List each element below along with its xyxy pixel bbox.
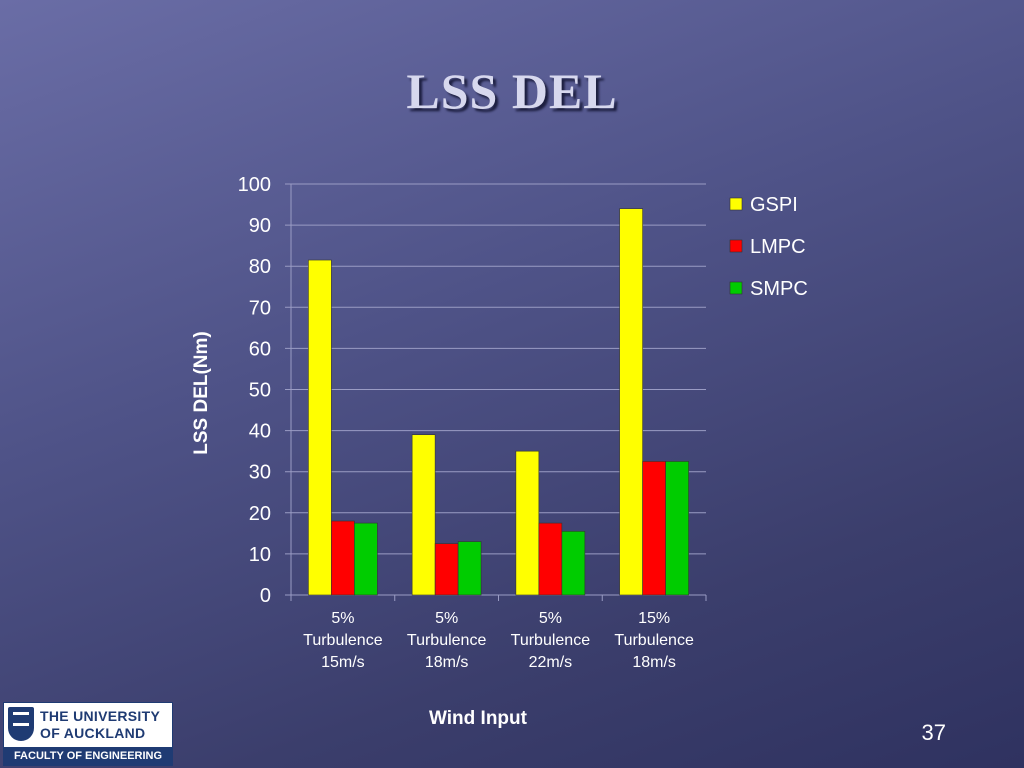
logo-faculty: FACULTY OF ENGINEERING xyxy=(4,747,172,765)
y-tick-label: 0 xyxy=(260,585,271,607)
bar-smpc xyxy=(354,522,378,596)
y-tick-label: 30 xyxy=(249,462,271,484)
bar-lmpc xyxy=(538,522,563,596)
bar-lmpc xyxy=(331,520,355,596)
x-category-label: 5% Turbulence 15m/s xyxy=(303,610,383,671)
bar-smpc xyxy=(457,541,482,596)
bar-gspi xyxy=(308,259,332,596)
slide-number: 37 xyxy=(921,720,946,745)
bar-gspi xyxy=(619,208,643,596)
y-tick-label: 80 xyxy=(249,256,271,278)
university-logo: THE UNIVERSITY OF AUCKLAND FACULTY OF EN… xyxy=(3,702,173,766)
y-tick-label: 100 xyxy=(238,174,271,196)
y-tick-label: 50 xyxy=(249,380,271,402)
logo-line-2: OF AUCKLAND xyxy=(40,725,146,741)
legend-label-gspi: GSPI xyxy=(750,194,798,216)
bar-smpc xyxy=(665,461,689,596)
logo-line-1: THE UNIVERSITY xyxy=(40,708,161,724)
legend-label-lmpc: LMPC xyxy=(750,236,806,258)
y-axis-title: LSS DEL(Nm) xyxy=(191,331,212,455)
bar-smpc xyxy=(561,530,586,596)
bar-gspi xyxy=(411,434,436,596)
bar-lmpc xyxy=(434,543,459,596)
legend-swatch-gspi xyxy=(729,197,743,211)
y-tick-label: 90 xyxy=(249,215,271,237)
legend-label-smpc: SMPC xyxy=(750,278,808,300)
legend-swatch-smpc xyxy=(729,281,743,295)
bar-lmpc xyxy=(642,461,666,596)
y-tick-label: 40 xyxy=(249,421,271,443)
legend-swatch-lmpc xyxy=(729,239,743,253)
x-category-label: 15% Turbulence 18m/s xyxy=(614,610,694,671)
bar-gspi xyxy=(515,450,540,596)
crest-icon xyxy=(8,707,34,741)
slide-title: LSS DEL xyxy=(406,63,618,119)
y-tick-label: 10 xyxy=(249,544,271,566)
y-tick-label: 20 xyxy=(249,503,271,525)
y-tick-label: 70 xyxy=(249,297,271,319)
x-category-label: 5% Turbulence 18m/s xyxy=(407,610,487,671)
x-axis-title: Wind Input xyxy=(429,708,528,729)
y-tick-label: 60 xyxy=(249,338,271,360)
x-category-label: 5% Turbulence 22m/s xyxy=(511,610,591,671)
